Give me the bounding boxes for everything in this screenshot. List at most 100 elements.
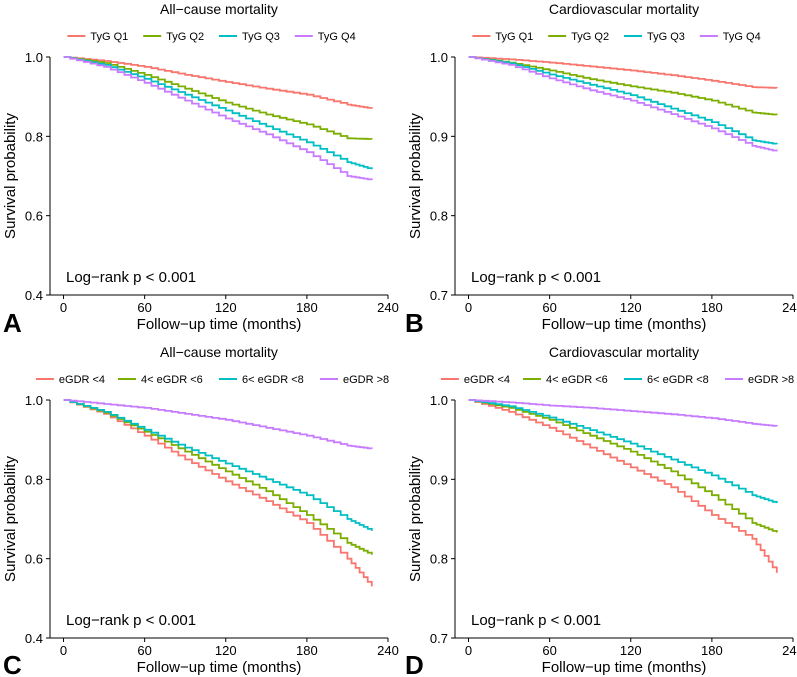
logrank-annotation: Log−rank p < 0.001 — [66, 269, 196, 286]
legend-item: TyG Q3 — [219, 31, 280, 43]
x-axis-label: Follow−up time (months) — [542, 659, 707, 676]
legend-label: TyG Q4 — [318, 31, 356, 43]
x-tick-label: 240 — [782, 300, 797, 315]
y-tick-label: 0.4 — [25, 288, 43, 303]
x-tick-label: 240 — [377, 300, 399, 315]
legend-item: eGDR >8 — [320, 374, 389, 386]
x-tick-label: 180 — [296, 643, 318, 658]
y-tick-label: 1.0 — [25, 393, 43, 408]
x-tick-label: 0 — [60, 643, 67, 658]
x-tick-label: 120 — [620, 643, 642, 658]
legend-item: TyG Q2 — [548, 31, 609, 43]
y-axis-label: Survival probability — [2, 113, 19, 239]
legend-item: TyG Q1 — [67, 31, 128, 43]
panel-c: All−cause mortality eGDR <4 4< eGDR <6 6< e… — [2, 344, 399, 677]
survival-curve-tyg-q4 — [63, 56, 373, 181]
y-tick-label: 0.8 — [25, 129, 43, 144]
y-tick-label: 1.0 — [430, 393, 448, 408]
y-tick-label: 0.7 — [430, 631, 448, 646]
legend-item: eGDR <4 — [35, 374, 105, 386]
panel-letter: B — [405, 308, 424, 338]
x-tick-label: 0 — [465, 300, 472, 315]
x-tick-label: 60 — [137, 643, 151, 658]
legend-label: 6< eGDR <8 — [242, 374, 304, 386]
panel-letter: D — [405, 650, 424, 677]
x-tick-label: 120 — [215, 300, 237, 315]
logrank-annotation: Log−rank p < 0.001 — [471, 269, 601, 286]
y-tick-label: 0.8 — [430, 209, 448, 224]
x-tick-label: 240 — [782, 643, 797, 658]
y-axis-label: Survival probability — [2, 456, 19, 582]
survival-curve-4-egdr-6 — [468, 399, 778, 533]
x-tick-label: 180 — [701, 300, 723, 315]
legend-item: TyG Q1 — [472, 31, 533, 43]
y-axis-label: Survival probability — [407, 456, 424, 582]
survival-curve-egdr-4 — [63, 399, 373, 587]
legend-item: TyG Q4 — [699, 31, 761, 43]
panel-letter: A — [3, 308, 22, 338]
x-tick-label: 60 — [137, 300, 151, 315]
legend-item: 6< eGDR <8 — [219, 374, 304, 386]
x-tick-label: 60 — [542, 300, 556, 315]
legend-label: TyG Q2 — [166, 31, 204, 43]
legend-label: eGDR <4 — [464, 374, 510, 386]
panel-d: Cardiovascular mortality eGDR <4 4< eGDR <… — [405, 344, 797, 677]
legend-label: TyG Q1 — [90, 31, 128, 43]
legend-item: 4< eGDR <6 — [118, 374, 203, 386]
x-axis-label: Follow−up time (months) — [542, 316, 707, 333]
x-tick-label: 180 — [701, 643, 723, 658]
legend-label: TyG Q1 — [495, 31, 533, 43]
chart-title: All−cause mortality — [160, 1, 278, 17]
survival-curve-tyg-q1 — [468, 56, 778, 89]
chart-title: All−cause mortality — [160, 344, 278, 360]
legend-item: 4< eGDR <6 — [523, 374, 608, 386]
x-tick-label: 180 — [296, 300, 318, 315]
panel-letter: C — [3, 650, 22, 677]
x-tick-label: 240 — [377, 643, 399, 658]
legend-label: TyG Q2 — [571, 31, 609, 43]
legend-label: TyG Q4 — [723, 31, 761, 43]
x-tick-label: 60 — [542, 643, 556, 658]
legend: TyG Q1 TyG Q2 TyG Q3 TyG Q4 — [67, 31, 356, 43]
legend-item: TyG Q2 — [143, 31, 204, 43]
y-tick-label: 1.0 — [25, 50, 43, 65]
y-tick-label: 0.6 — [25, 552, 43, 567]
survival-curve-6-egdr-8 — [63, 399, 373, 531]
survival-curve-6-egdr-8 — [468, 399, 778, 504]
legend-item: TyG Q3 — [624, 31, 685, 43]
y-tick-label: 1.0 — [430, 50, 448, 65]
legend-item: 6< eGDR <8 — [624, 374, 709, 386]
survival-curve-tyg-q4 — [468, 56, 778, 152]
legend-item: eGDR >8 — [725, 374, 794, 386]
survival-curve-4-egdr-6 — [63, 399, 373, 555]
legend: eGDR <4 4< eGDR <6 6< eGDR <8 eGDR >8 — [35, 374, 389, 386]
chart-title: Cardiovascular mortality — [549, 344, 699, 360]
x-tick-label: 120 — [620, 300, 642, 315]
legend-label: 4< eGDR <6 — [546, 374, 608, 386]
legend-label: TyG Q3 — [242, 31, 280, 43]
x-axis-label: Follow−up time (months) — [137, 316, 302, 333]
y-tick-label: 0.8 — [430, 552, 448, 567]
x-tick-label: 0 — [60, 300, 67, 315]
survival-curve-egdr-8 — [63, 399, 373, 450]
x-tick-label: 120 — [215, 643, 237, 658]
legend-label: 6< eGDR <8 — [647, 374, 709, 386]
y-tick-label: 0.8 — [25, 472, 43, 487]
legend: TyG Q1 TyG Q2 TyG Q3 TyG Q4 — [472, 31, 761, 43]
legend-label: 4< eGDR <6 — [141, 374, 203, 386]
y-tick-label: 0.7 — [430, 288, 448, 303]
legend-label: eGDR >8 — [748, 374, 794, 386]
legend-item: TyG Q4 — [294, 31, 356, 43]
chart-title: Cardiovascular mortality — [549, 1, 699, 17]
legend: eGDR <4 4< eGDR <6 6< eGDR <8 eGDR >8 — [440, 374, 794, 386]
legend-item: eGDR <4 — [440, 374, 510, 386]
survival-curve-egdr-4 — [468, 399, 778, 573]
y-tick-label: 0.4 — [25, 631, 43, 646]
survival-curve-tyg-q1 — [63, 56, 373, 109]
legend-label: TyG Q3 — [647, 31, 685, 43]
x-axis-label: Follow−up time (months) — [137, 659, 302, 676]
logrank-annotation: Log−rank p < 0.001 — [471, 612, 601, 629]
